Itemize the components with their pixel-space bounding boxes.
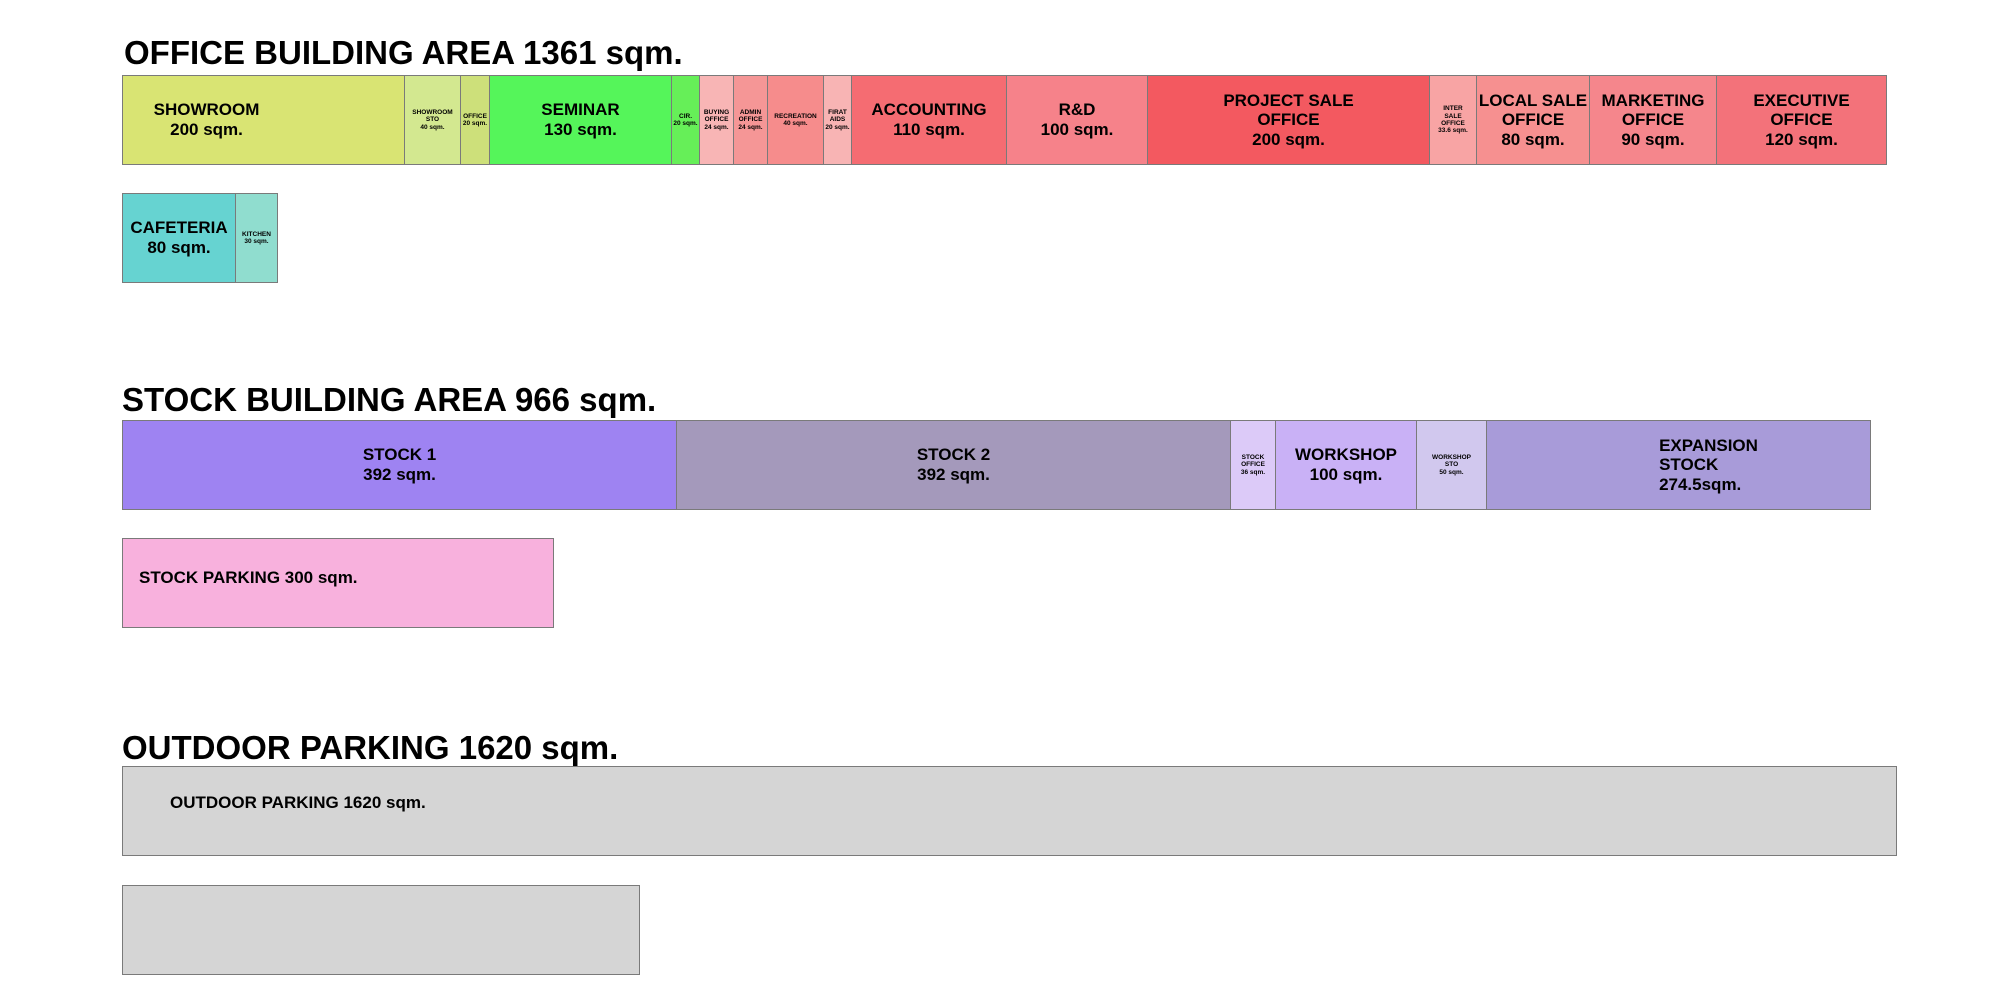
room-label: PROJECT SALE OFFICE 200 sqm. — [1223, 90, 1354, 149]
room-label: EXPANSION STOCK 274.5sqm. — [1659, 435, 1758, 494]
room-workshop: WORKSHOP 100 sqm. — [1275, 420, 1417, 510]
room-expansion-stock: EXPANSION STOCK 274.5sqm. — [1486, 420, 1871, 510]
office-building-row-1: SHOWROOM 200 sqm. SHOWROOM STO 40 sqm. O… — [122, 75, 1887, 165]
room-label: SHOWROOM STO 40 sqm. — [412, 108, 453, 131]
room-showroom-office: OFFICE 20 sqm. — [460, 75, 490, 165]
room-first-aids: FIRAT AIDS 20 sqm. — [823, 75, 852, 165]
office-building-heading: OFFICE BUILDING AREA 1361 sqm. — [124, 34, 683, 71]
room-recreation: RECREATION 40 sqm. — [767, 75, 824, 165]
room-workshop-storage: WORKSHOP STO 50 sqm. — [1416, 420, 1487, 510]
room-label: OUTDOOR PARKING 1620 sqm. — [170, 793, 426, 812]
room-stock-2: STOCK 2 392 sqm. — [676, 420, 1231, 510]
room-label: CIR. 20 sqm. — [673, 112, 698, 127]
room-label: WORKSHOP 100 sqm. — [1295, 445, 1397, 484]
room-stock-office: STOCK OFFICE 36 sqm. — [1230, 420, 1276, 510]
room-label: STOCK 1 392 sqm. — [362, 445, 437, 484]
room-label: BUYING OFFICE 24 sqm. — [703, 108, 730, 131]
room-seminar: SEMINAR 130 sqm. — [489, 75, 672, 165]
outdoor-parking-row-2 — [122, 885, 640, 975]
room-label: INTER SALE OFFICE 33.6 sqm. — [1438, 105, 1468, 135]
room-label: OFFICE 20 sqm. — [462, 112, 488, 127]
room-executive-office: EXECUTIVE OFFICE 120 sqm. — [1716, 75, 1887, 165]
room-stock-parking: STOCK PARKING 300 sqm. — [122, 538, 554, 628]
room-label: KITCHEN 30 sqm. — [242, 230, 271, 245]
stock-building-row-1: STOCK 1 392 sqm. STOCK 2 392 sqm. STOCK … — [122, 420, 1871, 510]
room-local-sale-office: LOCAL SALE OFFICE 80 sqm. — [1476, 75, 1590, 165]
office-building-row-2: CAFETERIA 80 sqm. KITCHEN 30 sqm. — [122, 193, 278, 283]
room-label: STOCK OFFICE 36 sqm. — [1240, 453, 1266, 476]
room-label: FIRAT AIDS 20 sqm. — [825, 108, 850, 131]
room-accounting: ACCOUNTING 110 sqm. — [851, 75, 1007, 165]
room-label: WORKSHOP STO 50 sqm. — [1432, 453, 1471, 476]
room-marketing-office: MARKETING OFFICE 90 sqm. — [1589, 75, 1717, 165]
room-label: LOCAL SALE OFFICE 80 sqm. — [1478, 90, 1588, 149]
room-stock-1: STOCK 1 392 sqm. — [122, 420, 677, 510]
room-r-and-d: R&D 100 sqm. — [1006, 75, 1148, 165]
room-buying-office: BUYING OFFICE 24 sqm. — [699, 75, 734, 165]
room-label: MARKETING OFFICE 90 sqm. — [1601, 90, 1705, 149]
room-label: ADMIN OFFICE 24 sqm. — [738, 108, 763, 131]
room-label: ACCOUNTING 110 sqm. — [871, 100, 987, 139]
outdoor-parking-row-1: OUTDOOR PARKING 1620 sqm. — [122, 766, 1897, 856]
room-showroom-storage: SHOWROOM STO 40 sqm. — [404, 75, 461, 165]
room-showroom: SHOWROOM 200 sqm. — [122, 75, 405, 165]
room-cafeteria: CAFETERIA 80 sqm. — [122, 193, 236, 283]
room-outdoor-parking: OUTDOOR PARKING 1620 sqm. — [122, 766, 1897, 856]
room-label: STOCK 2 392 sqm. — [916, 445, 991, 484]
room-admin-office: ADMIN OFFICE 24 sqm. — [733, 75, 768, 165]
room-label: RECREATION 40 sqm. — [774, 112, 817, 127]
room-circulation: CIR. 20 sqm. — [671, 75, 700, 165]
room-outdoor-parking-extra — [122, 885, 640, 975]
room-label: SHOWROOM 200 sqm. — [153, 100, 260, 139]
stock-building-row-2: STOCK PARKING 300 sqm. — [122, 538, 554, 628]
room-label: CAFETERIA 80 sqm. — [130, 218, 228, 257]
stock-building-heading: STOCK BUILDING AREA 966 sqm. — [122, 381, 657, 418]
room-label: SEMINAR 130 sqm. — [541, 100, 620, 139]
room-project-sale-office: PROJECT SALE OFFICE 200 sqm. — [1147, 75, 1430, 165]
room-inter-sale-office: INTER SALE OFFICE 33.6 sqm. — [1429, 75, 1477, 165]
room-label: EXECUTIVE OFFICE 120 sqm. — [1753, 90, 1850, 149]
room-label: R&D 100 sqm. — [1040, 100, 1114, 139]
room-label: STOCK PARKING 300 sqm. — [139, 568, 358, 587]
room-kitchen: KITCHEN 30 sqm. — [235, 193, 278, 283]
outdoor-parking-heading: OUTDOOR PARKING 1620 sqm. — [122, 729, 619, 766]
